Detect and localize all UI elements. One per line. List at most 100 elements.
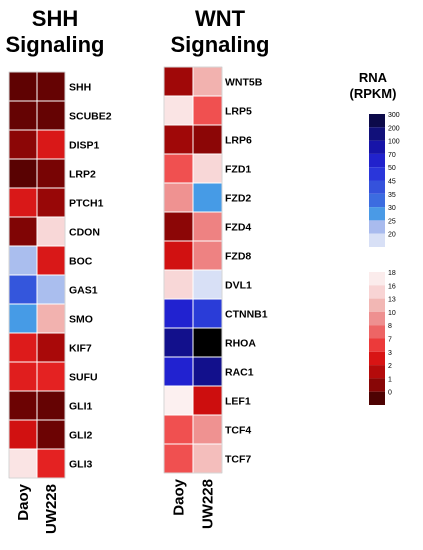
shh-cell-sufu-daoy: [8, 361, 38, 392]
wnt-cell-lrp5-uw228: [192, 95, 223, 126]
wnt-cell-fzd2-daoy: [163, 182, 194, 213]
shh-cell-gli2-daoy: [8, 419, 38, 450]
shh-gene-label-scube2: SCUBE2: [69, 111, 112, 123]
wnt-cell-ctnnb1-uw228: [192, 298, 223, 329]
legend-tick-red-2: 13: [388, 297, 396, 304]
shh-cell-disp1-daoy: [8, 129, 38, 160]
shh-cell-lrp2-uw228: [36, 158, 66, 189]
shh-cell-gli1-daoy: [8, 390, 38, 421]
shh-gene-label-sufu: SUFU: [69, 372, 98, 384]
wnt-gene-label-fzd8: FZD8: [225, 251, 251, 263]
legend-swatch-red-2: [369, 298, 385, 312]
legend-swatch-blue-6: [369, 193, 385, 208]
legend-swatch-red-1: [369, 285, 385, 299]
legend-tick-red-1: 16: [388, 283, 396, 290]
legend-tick-blue-4: 50: [388, 165, 396, 172]
shh-heatmap-border: [8, 71, 66, 479]
wnt-gene-label-fzd4: FZD4: [225, 222, 251, 234]
wnt-cell-fzd4-uw228: [192, 211, 223, 242]
wnt-cell-rac1-daoy: [163, 356, 194, 387]
shh-column-label-uw228: UW228: [43, 484, 60, 534]
wnt-gene-label-lrp6: LRP6: [225, 135, 252, 147]
wnt-title: WNT Signaling: [150, 6, 290, 58]
shh-column-label-daoy: Daoy: [15, 483, 32, 520]
wnt-cell-lrp6-daoy: [163, 124, 194, 155]
wnt-cell-rac1-uw228: [192, 356, 223, 387]
legend-tick-red-4: 8: [388, 323, 392, 330]
shh-cell-kif7-daoy: [8, 332, 38, 363]
legend-tick-red-9: 0: [388, 390, 392, 397]
wnt-heatmap: WNT5B LRP5 LRP6 FZD1 FZD2 FZD4 FZD8 DVL1 CTNNB1 R…: [163, 66, 268, 529]
wnt-cell-ctnnb1-daoy: [163, 298, 194, 329]
wnt-cell-lrp5-daoy: [163, 95, 194, 126]
wnt-cell-tcf7-daoy: [163, 443, 194, 474]
legend-swatch-red-6: [369, 351, 385, 366]
shh-cell-shh-daoy: [8, 71, 38, 102]
shh-cell-gli3-daoy: [8, 448, 38, 479]
wnt-cell-fzd1-daoy: [163, 153, 194, 184]
legend-tick-red-5: 7: [388, 337, 392, 344]
legend-title-line-1: RNA: [359, 70, 388, 85]
shh-gene-label-boc: BOC: [69, 256, 93, 268]
legend-swatch-blue-3: [369, 153, 385, 168]
shh-gene-label-kif7: KIF7: [69, 343, 92, 355]
wnt-cell-rhoa-daoy: [163, 327, 194, 358]
wnt-gene-label-lef1: LEF1: [225, 396, 251, 408]
shh-heatmap: SHH SCUBE2 DISP1 LRP2 PTCH1 CDON BOC GAS1 SMO KIF…: [8, 71, 112, 534]
legend-tick-blue-9: 20: [388, 232, 396, 239]
shh-gene-label-disp1: DISP1: [69, 140, 100, 152]
wnt-cell-fzd4-daoy: [163, 211, 194, 242]
legend-tick-red-7: 2: [388, 363, 392, 370]
shh-gene-label-lrp2: LRP2: [69, 169, 96, 181]
wnt-gene-label-rac1: RAC1: [225, 367, 254, 379]
shh-cell-ptch1-daoy: [8, 187, 38, 218]
wnt-title-line-1: WNT: [194, 6, 246, 31]
shh-gene-label-gli1: GLI1: [69, 401, 92, 413]
legend-swatch-red-7: [369, 365, 385, 379]
legend-tick-red-8: 1: [388, 376, 392, 383]
wnt-title-line-2: Signaling: [170, 32, 270, 57]
shh-cell-disp1-uw228: [36, 129, 66, 160]
wnt-gene-label-tcf4: TCF4: [225, 425, 251, 437]
legend-swatch-red-0: [369, 272, 385, 286]
wnt-cell-tcf7-uw228: [192, 443, 223, 474]
legend-tick-blue-5: 45: [388, 179, 396, 186]
shh-cell-shh-uw228: [36, 71, 66, 102]
wnt-gene-label-tcf7: TCF7: [225, 454, 251, 466]
legend-swatch-blue-5: [369, 180, 385, 194]
shh-cell-scube2-daoy: [8, 100, 38, 131]
wnt-cell-lef1-uw228: [192, 385, 223, 416]
legend-swatch-red-5: [369, 338, 385, 352]
shh-cell-cdon-daoy: [8, 216, 38, 247]
shh-cell-kif7-uw228: [36, 332, 66, 363]
legend-tick-blue-8: 25: [388, 218, 396, 225]
legend-tick-blue-2: 100: [388, 139, 400, 146]
shh-gene-label-gli3: GLI3: [69, 459, 92, 471]
shh-cell-gas1-daoy: [8, 274, 38, 305]
wnt-gene-label-fzd2: FZD2: [225, 193, 251, 205]
legend-swatch-red-8: [369, 378, 385, 392]
shh-cell-sufu-uw228: [36, 361, 66, 392]
shh-cell-boc-uw228: [36, 245, 66, 276]
wnt-gene-label-dvl1: DVL1: [225, 280, 252, 292]
wnt-cell-lrp6-uw228: [192, 124, 223, 155]
legend-swatch-blue-4: [369, 167, 385, 181]
shh-title: SHH Signaling: [0, 6, 110, 58]
shh-gene-label-smo: SMO: [69, 314, 93, 326]
wnt-cell-fzd1-uw228: [192, 153, 223, 184]
shh-gene-label-shh: SHH: [69, 82, 91, 94]
shh-cell-gli1-uw228: [36, 390, 66, 421]
wnt-cell-fzd2-uw228: [192, 182, 223, 213]
shh-cell-gli2-uw228: [36, 419, 66, 450]
wnt-cell-wnt5b-uw228: [192, 66, 223, 97]
legend-title-line-2: (RPKM): [350, 86, 397, 101]
wnt-cell-fzd8-uw228: [192, 240, 223, 271]
legend-tick-blue-3: 70: [388, 152, 396, 159]
legend-swatch-red-9: [369, 391, 385, 405]
legend-swatch-red-3: [369, 311, 385, 326]
wnt-cell-lef1-daoy: [163, 385, 194, 416]
shh-gene-label-ptch1: PTCH1: [69, 198, 104, 210]
shh-title-line-1: SHH: [31, 6, 79, 31]
legend-swatch-red-4: [369, 325, 385, 339]
